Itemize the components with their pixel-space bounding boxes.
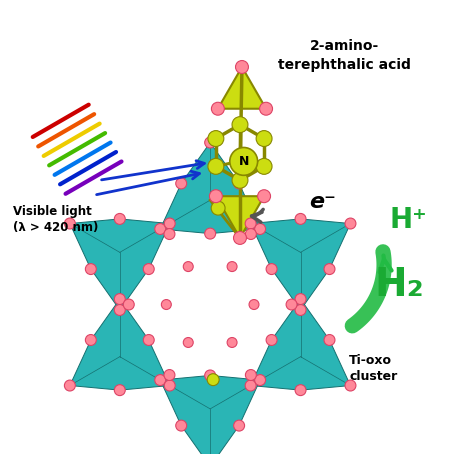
Circle shape <box>260 102 273 115</box>
Circle shape <box>176 178 187 189</box>
Circle shape <box>210 190 222 202</box>
Circle shape <box>155 223 166 234</box>
Circle shape <box>143 263 154 274</box>
Circle shape <box>256 158 272 174</box>
Circle shape <box>208 158 224 174</box>
Circle shape <box>85 334 96 345</box>
Circle shape <box>345 218 356 229</box>
Circle shape <box>227 262 237 272</box>
Circle shape <box>345 380 356 391</box>
Circle shape <box>295 384 306 395</box>
Circle shape <box>114 213 125 224</box>
Circle shape <box>324 334 335 345</box>
Circle shape <box>232 172 248 188</box>
Circle shape <box>295 293 306 304</box>
Circle shape <box>324 263 335 274</box>
Circle shape <box>114 293 125 304</box>
Circle shape <box>161 299 171 309</box>
Circle shape <box>155 374 166 385</box>
Polygon shape <box>251 219 350 310</box>
Circle shape <box>266 263 277 274</box>
Circle shape <box>205 370 216 381</box>
Circle shape <box>207 374 219 386</box>
Polygon shape <box>70 299 170 390</box>
Text: Ti-oxo
cluster: Ti-oxo cluster <box>349 354 398 383</box>
Circle shape <box>123 299 134 310</box>
Text: N: N <box>238 155 249 168</box>
Circle shape <box>256 131 272 147</box>
Circle shape <box>205 137 216 148</box>
Polygon shape <box>218 67 266 109</box>
Circle shape <box>232 116 248 132</box>
Circle shape <box>234 178 245 189</box>
Circle shape <box>234 420 245 431</box>
Circle shape <box>234 232 246 244</box>
Circle shape <box>64 218 75 229</box>
Circle shape <box>64 380 75 391</box>
Circle shape <box>286 299 297 310</box>
Circle shape <box>255 374 265 385</box>
Circle shape <box>143 334 154 345</box>
Circle shape <box>230 147 258 175</box>
Circle shape <box>246 369 256 380</box>
Polygon shape <box>160 142 260 233</box>
Text: H⁺: H⁺ <box>389 206 427 234</box>
Circle shape <box>249 299 259 309</box>
Text: e⁻: e⁻ <box>310 192 337 212</box>
Circle shape <box>183 262 193 272</box>
Circle shape <box>255 223 265 234</box>
Circle shape <box>245 380 256 391</box>
Circle shape <box>258 190 271 202</box>
Circle shape <box>164 380 175 391</box>
Polygon shape <box>216 196 264 238</box>
Circle shape <box>85 263 96 274</box>
Circle shape <box>164 369 175 380</box>
Circle shape <box>183 338 193 348</box>
Text: Visible light
(λ > 420 nm): Visible light (λ > 420 nm) <box>13 205 99 234</box>
Circle shape <box>114 384 125 395</box>
Circle shape <box>295 304 306 315</box>
Text: H₂: H₂ <box>374 266 424 303</box>
Circle shape <box>227 338 237 348</box>
Circle shape <box>164 228 175 239</box>
Circle shape <box>236 61 248 73</box>
Polygon shape <box>160 375 260 455</box>
Polygon shape <box>251 299 350 390</box>
Circle shape <box>245 218 256 229</box>
Circle shape <box>176 420 187 431</box>
Text: 2-amino-
terephthalic acid: 2-amino- terephthalic acid <box>278 39 411 71</box>
Circle shape <box>208 131 224 147</box>
Circle shape <box>211 102 224 115</box>
Circle shape <box>295 213 306 224</box>
Circle shape <box>211 201 225 215</box>
Polygon shape <box>70 219 170 310</box>
Circle shape <box>205 228 216 239</box>
Circle shape <box>266 334 277 345</box>
Circle shape <box>246 228 256 239</box>
Circle shape <box>164 218 175 229</box>
Circle shape <box>114 304 125 315</box>
